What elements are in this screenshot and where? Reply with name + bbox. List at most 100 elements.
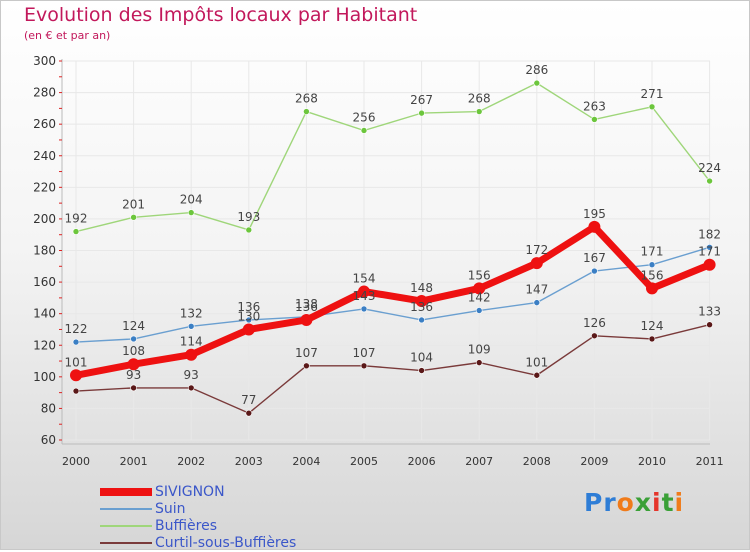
series-line (75, 82, 711, 233)
y-tick-label: 200 (33, 212, 56, 226)
data-label: 171 (698, 245, 721, 259)
y-tick-label: 60 (41, 433, 56, 447)
series-line (75, 324, 711, 414)
data-point (72, 387, 80, 395)
data-point (591, 116, 598, 123)
x-tick-label: 2011 (696, 455, 724, 468)
data-point (588, 220, 601, 233)
data-point (475, 307, 483, 314)
data-point (648, 335, 656, 343)
series-line (75, 246, 711, 343)
data-point (415, 295, 428, 308)
data-label: 108 (122, 344, 145, 358)
y-tick-label: 300 (33, 54, 56, 68)
chart-title: Evolution des Impôts locaux par Habitant (24, 4, 418, 26)
data-point (706, 177, 713, 185)
data-label: 136 (410, 300, 433, 314)
grid (62, 60, 711, 441)
proxiti-logo: Proxiti (584, 488, 685, 517)
data-point (706, 244, 713, 251)
x-tick-label: 2009 (580, 455, 608, 468)
data-point (360, 127, 368, 134)
data-label: 267 (410, 93, 433, 107)
data-point (72, 228, 80, 235)
data-point (418, 316, 425, 324)
legend-label: Suin (155, 501, 186, 517)
legend-swatch (100, 508, 152, 510)
legend-swatch (100, 542, 152, 544)
y-tick-label: 220 (33, 180, 56, 194)
x-tick-label: 2006 (408, 455, 436, 468)
data-point (185, 348, 198, 361)
data-label: 147 (525, 283, 548, 297)
legend-swatch (100, 488, 152, 496)
data-point (130, 214, 137, 221)
legend-label: Curtil-sous-Buffières (155, 535, 297, 551)
data-label: 133 (698, 305, 721, 319)
data-label: 167 (583, 251, 606, 265)
data-label: 271 (641, 87, 664, 101)
data-point (245, 226, 253, 234)
x-tick-label: 2000 (62, 455, 90, 468)
y-ticks (59, 60, 62, 441)
data-point (648, 103, 656, 111)
data-point (245, 409, 253, 417)
series-line (72, 223, 714, 379)
legend-swatch (100, 525, 152, 527)
data-point (300, 313, 313, 326)
data-point (648, 261, 656, 269)
data-point (706, 321, 713, 329)
data-label: 101 (65, 355, 88, 369)
data-point (303, 362, 310, 370)
data-point (418, 367, 425, 374)
data-point (473, 282, 486, 295)
data-label: 142 (468, 291, 491, 305)
data-label: 138 (295, 297, 318, 311)
data-label: 122 (65, 322, 88, 336)
series-sivignon (70, 220, 716, 382)
data-point (130, 384, 137, 392)
series-curtil-sous-buffi-res (72, 321, 713, 417)
data-point (130, 335, 137, 343)
data-label: 93 (126, 368, 141, 382)
legend-label: Buffières (155, 518, 217, 534)
data-point (533, 299, 541, 306)
data-point (591, 267, 598, 275)
data-label: 107 (295, 346, 318, 360)
x-tick-label: 2010 (638, 455, 666, 468)
data-point (475, 359, 483, 366)
data-label: 136 (295, 300, 318, 314)
x-tick-label: 2004 (292, 455, 320, 468)
data-point (591, 332, 598, 340)
legend-label: SIVIGNON (155, 484, 225, 500)
data-point (360, 362, 368, 370)
x-tick-label: 2008 (523, 455, 551, 468)
data-label: 195 (583, 207, 606, 221)
data-label: 126 (583, 316, 606, 330)
x-tick-label: 2003 (235, 455, 263, 468)
data-label: 136 (237, 300, 260, 314)
data-label: 182 (698, 227, 721, 241)
data-label: 101 (525, 355, 548, 369)
data-label: 204 (180, 193, 203, 207)
y-tick-label: 120 (33, 338, 56, 352)
chart-subtitle: (en € et par an) (24, 29, 111, 42)
y-tick-label: 180 (33, 244, 56, 258)
data-label: 263 (583, 99, 606, 113)
data-label: 114 (180, 335, 203, 349)
data-point (533, 79, 541, 87)
data-point (187, 384, 195, 392)
data-label: 268 (295, 92, 318, 106)
data-label: 156 (641, 268, 664, 282)
data-label: 268 (468, 92, 491, 106)
data-point (360, 305, 368, 313)
data-label: 192 (65, 212, 88, 226)
data-point (187, 209, 195, 216)
data-label: 224 (698, 161, 721, 175)
data-point (245, 316, 253, 324)
data-point (242, 323, 255, 336)
data-label: 201 (122, 197, 145, 211)
y-tick-label: 260 (33, 117, 56, 131)
data-label: 256 (353, 110, 376, 124)
